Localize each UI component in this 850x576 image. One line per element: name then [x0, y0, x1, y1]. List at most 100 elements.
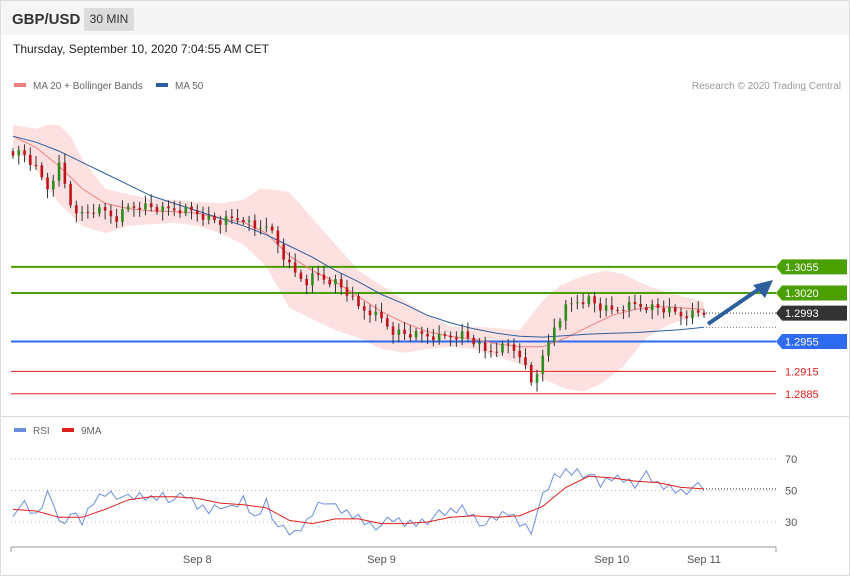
ma9-swatch-icon — [62, 428, 74, 433]
symbol-label: GBP/USD — [12, 11, 81, 28]
candle-bull — [650, 304, 654, 311]
level-tag-text: 1.2955 — [785, 337, 819, 349]
candle-bear — [213, 215, 216, 221]
candle-bear — [253, 220, 257, 229]
candle-bull — [627, 302, 631, 311]
x-tick-label: Sep 9 — [367, 554, 396, 566]
candle-bull — [552, 327, 556, 342]
forecast-arrow — [706, 280, 773, 326]
level-tag-last — [776, 305, 847, 321]
panel-divider — [1, 416, 849, 417]
x-tick-label: Sep 8 — [183, 554, 212, 566]
candle-bear — [288, 259, 291, 263]
candle-bull — [265, 226, 268, 228]
rsi-swatch-icon — [14, 428, 26, 433]
candle-bear — [645, 307, 648, 311]
candle-bear — [443, 334, 447, 336]
candle-bear — [483, 342, 487, 351]
level-tag-text: 1.2915 — [785, 366, 819, 378]
candle-bear — [506, 343, 510, 345]
candle-bear — [103, 207, 107, 211]
candle-bear — [115, 216, 118, 222]
candle-bear — [92, 212, 95, 214]
candle-bull — [558, 320, 562, 328]
candle-bull — [207, 215, 211, 220]
candle-bear — [63, 162, 67, 184]
candle-bear — [86, 211, 90, 213]
candle-bear — [23, 150, 26, 155]
candle-bull — [501, 343, 504, 353]
candle-bear — [305, 278, 308, 286]
candle-bear — [518, 350, 522, 358]
chart-header: GBP/USD 30 MIN — [1, 1, 849, 35]
candle-bull — [547, 341, 550, 356]
candle-bull — [564, 304, 568, 321]
candle-bear — [622, 309, 625, 311]
candle-bear — [138, 207, 141, 210]
candle-bear — [368, 310, 372, 316]
candle-bull — [668, 307, 671, 313]
candle-bear — [426, 333, 429, 337]
candle-bull — [535, 374, 539, 383]
candle-bear — [599, 303, 602, 311]
candle-bear — [385, 318, 389, 327]
level-tag-resistance — [776, 285, 847, 301]
candle-bull — [570, 303, 573, 305]
candle-bear — [282, 244, 285, 260]
candle-bull — [224, 216, 228, 225]
x-tick-label: Sep 11 — [687, 554, 721, 566]
candles — [11, 144, 706, 392]
rsi-9ma-line — [12, 475, 705, 525]
candle-bull — [17, 150, 21, 156]
rsi-panel: 70 50 30 — [11, 454, 797, 536]
candle-bear — [685, 316, 689, 319]
candle-bear — [432, 336, 435, 341]
candle-bear — [46, 177, 49, 190]
legend-rsi: RSI — [14, 426, 50, 437]
candle-bull — [576, 302, 579, 304]
candle-bear — [149, 203, 153, 208]
candle-bear — [662, 307, 665, 313]
candle-bear — [40, 165, 44, 178]
legend-9ma-label: 9MA — [81, 426, 102, 437]
candle-bear — [639, 304, 642, 308]
timestamp-label: Thursday, September 10, 2020 7:04:55 AM … — [13, 42, 269, 56]
candle-bear — [75, 205, 78, 214]
candle-bear — [155, 207, 159, 212]
candle-bull — [184, 206, 188, 214]
candle-bull — [437, 334, 441, 341]
legend-rsi-label: RSI — [33, 426, 50, 437]
candle-bear — [455, 337, 458, 340]
candle-bull — [121, 209, 124, 222]
candle-bear — [242, 219, 245, 222]
candle-bear — [195, 210, 199, 215]
credit-label: Research © 2020 Trading Central — [691, 81, 841, 92]
candle-bear — [178, 210, 182, 214]
candle-bull — [541, 355, 545, 375]
candle-bear — [524, 357, 527, 365]
level-tag-text: 1.3055 — [785, 262, 819, 274]
candle-bull — [80, 211, 84, 214]
rsi-line — [12, 467, 705, 536]
x-tick-label: Sep 10 — [594, 554, 629, 566]
timeframe-button[interactable]: 30 MIN — [84, 8, 134, 31]
candle-bear — [489, 350, 493, 352]
level-tags: 1.3055 1.3020 1.2993 1.2955 1.2915 1.2885 — [776, 259, 847, 401]
candle-bear — [190, 206, 193, 211]
legend-ma20-label: MA 20 + Bollinger Bands — [33, 81, 143, 92]
candle-bear — [633, 302, 637, 305]
candle-bull — [52, 180, 55, 190]
level-tag-pivot — [776, 334, 847, 350]
candle-bear — [529, 364, 533, 383]
candle-bear — [316, 273, 320, 275]
candle-bear — [219, 220, 222, 225]
candle-bear — [702, 312, 706, 315]
candle-bear — [322, 274, 326, 280]
candle-bear — [610, 305, 614, 310]
candle-bull — [334, 279, 337, 285]
candle-bull — [311, 273, 314, 286]
candle-bear — [293, 262, 297, 273]
candle-bear — [362, 306, 366, 311]
rsi-tick-label: 50 — [785, 486, 797, 498]
